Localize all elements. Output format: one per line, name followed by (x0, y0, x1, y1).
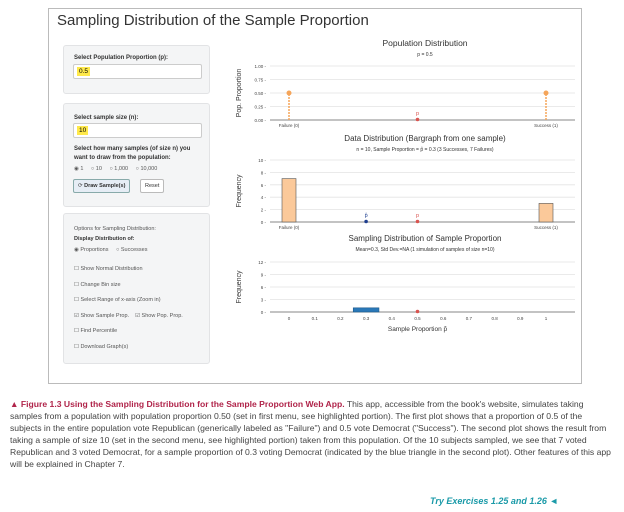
sample-panel: Select sample size (n): 10 Select how ma… (63, 103, 210, 207)
y-tick-label: 12 - (258, 260, 266, 265)
x-tick-label: 0.6 (440, 316, 447, 321)
draw-samples-button[interactable]: ⟳ Draw Sample(s) (73, 179, 131, 193)
chart-title: Sampling Distribution of Sample Proporti… (349, 234, 502, 243)
sample-size-label: Select sample size (n): (74, 115, 139, 121)
checkbox-3[interactable]: ☑ Show Sample Prop. (74, 312, 130, 319)
x-tick-label: 0.1 (312, 316, 319, 321)
radio-10000[interactable]: ○ 10,000 (135, 166, 158, 172)
marker-label: p (416, 213, 419, 219)
population-point (286, 90, 292, 96)
radio-10[interactable]: ○ 10 (90, 166, 102, 172)
chart-subtitle: p = 0.5 (417, 52, 433, 58)
x-tick-label: 0.9 (517, 316, 524, 321)
marker-point (415, 219, 420, 224)
checkbox-row: ☑ Show Sample Prop. ☑ Show Pop. Prop. (74, 313, 189, 319)
y-axis-label: Frequency (236, 270, 243, 304)
population-point (543, 90, 549, 96)
checkbox-1[interactable]: ☐ Change Bin size (74, 281, 121, 288)
charts-area: Population Distribution p = 0.5 Pop. Propo… (236, 38, 575, 333)
checkbox-6[interactable]: ☐ Download Graph(s) (74, 343, 129, 350)
y-tick-label: 9 - (261, 273, 267, 278)
x-tick-label: 0 (288, 316, 291, 321)
reset-button[interactable]: Reset (140, 179, 165, 193)
checkbox-row: ☐ Find Percentile (74, 328, 123, 334)
checkbox-row: ☐ Show Normal Distribution (74, 266, 149, 272)
histogram-bar (352, 307, 380, 313)
marker-point (415, 309, 420, 314)
display-radio-group: ◉ Proportions ○ Successes (74, 247, 153, 253)
y-tick-label: 0 - (261, 310, 267, 315)
x-tick-label: 0.7 (466, 316, 473, 321)
x-axis-label: Sample Proportion p̂ (388, 326, 448, 333)
chart-title: Data Distribution (Bargraph from one sam… (344, 134, 506, 143)
x-tick-label: 0.5 (414, 316, 421, 321)
refresh-icon: ⟳ (78, 183, 85, 189)
marker-label: p (416, 111, 419, 117)
bar (281, 178, 297, 223)
sample-size-input[interactable]: 10 (73, 123, 202, 138)
x-tick-label: Failure (0) (279, 123, 300, 128)
marker-point (415, 117, 420, 122)
checkbox-row: ☐ Select Range of x-axis (Zoom in) (74, 297, 167, 303)
checkbox-row: ☐ Download Graph(s) (74, 344, 134, 350)
x-tick-label: 1 (545, 316, 548, 321)
y-tick-label: 0 - (261, 220, 267, 225)
x-tick-label: 0.3 (363, 316, 370, 321)
figure-caption: ▲ Figure 1.3 Using the Sampling Distribu… (10, 398, 616, 470)
y-tick-label: 1.00 - (254, 64, 266, 69)
try-exercises-link[interactable]: Try Exercises 1.25 and 1.26 ◄ (430, 496, 559, 506)
y-axis-label: Pop. Proportion (236, 69, 243, 118)
y-tick-label: 0.50 - (254, 91, 266, 96)
marker-label: p̂ (365, 213, 368, 219)
x-tick-label: Success (1) (534, 225, 558, 230)
y-tick-label: 4 - (261, 195, 267, 200)
checkbox-5[interactable]: ☐ Find Percentile (74, 328, 118, 334)
samples-label: Select how many samples (of size n) you (74, 146, 191, 152)
radio-successes[interactable]: ○ Successes (116, 247, 148, 253)
population-proportion-input[interactable]: 0.5 (73, 64, 202, 79)
y-tick-label: 2 - (261, 208, 267, 213)
radio-proportions[interactable]: ◉ Proportions (74, 247, 109, 253)
chart-subtitle: Mean=0.3, Std Dev.=NA (1 simulation of s… (355, 247, 494, 253)
x-tick-label: 0.4 (389, 316, 396, 321)
caption-body: This app, accessible from the book's web… (10, 399, 611, 469)
population-label: Select Population Proportion (p): (74, 55, 168, 61)
y-axis-label: Frequency (236, 174, 243, 208)
y-tick-label: 6 - (261, 285, 267, 290)
display-label: Display Distribution of: (74, 236, 135, 242)
x-tick-label: Success (1) (534, 123, 558, 128)
x-tick-label: 0.2 (337, 316, 344, 321)
radio-1[interactable]: ◉ 1 (74, 166, 84, 172)
y-tick-label: 8 - (261, 170, 267, 175)
samples-radio-group: ◉ 1 ○ 10 ○ 1,000 ○ 10,000 (74, 166, 163, 172)
y-tick-label: 3 - (261, 298, 267, 303)
y-tick-label: 6 - (261, 183, 267, 188)
checkbox-0[interactable]: ☐ Show Normal Distribution (74, 266, 143, 272)
samples-label-2: want to draw from the population: (74, 155, 171, 161)
x-tick-label: Failure (0) (279, 225, 300, 230)
chart-title: Population Distribution (382, 38, 467, 48)
checkbox-2[interactable]: ☐ Select Range of x-axis (Zoom in) (74, 297, 161, 303)
population-panel: Select Population Proportion (p): 0.5 (63, 45, 210, 94)
y-tick-label: 0.25 - (254, 105, 266, 110)
y-tick-label: 0.75 - (254, 78, 266, 83)
sample-size-value: 10 (77, 126, 89, 135)
app-title: Sampling Distribution of the Sample Prop… (57, 12, 369, 29)
y-tick-label: 10 - (258, 158, 266, 163)
options-heading: Options for Sampling Distribution: (74, 226, 156, 232)
bar (538, 203, 554, 223)
checkbox-4[interactable]: ☑ Show Pop. Prop. (135, 312, 183, 319)
options-panel: Options for Sampling Distribution: Displ… (63, 213, 210, 364)
x-tick-label: 0.8 (491, 316, 498, 321)
chart-subtitle: n = 10, Sample Proportion = p̂ = 0.3 (3 … (356, 147, 493, 153)
radio-1000[interactable]: ○ 1,000 (109, 166, 129, 172)
caption-heading: ▲ Figure 1.3 Using the Sampling Distribu… (10, 399, 345, 409)
y-tick-label: 0.00 - (254, 118, 266, 123)
checkbox-row: ☐ Change Bin size (74, 282, 127, 288)
population-value: 0.5 (77, 67, 91, 76)
marker-point (364, 219, 368, 224)
